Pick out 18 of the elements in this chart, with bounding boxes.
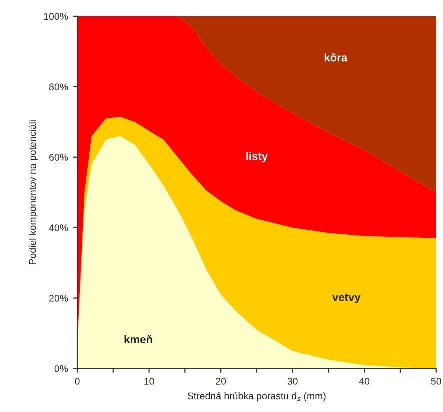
y-tick-label: 60% <box>50 154 68 161</box>
y-tick-label: 20% <box>50 295 68 302</box>
x-tick-label: 10 <box>144 378 154 385</box>
x-axis-title: Stredná hrúbka porastu d$_{s}$ (mm) <box>188 392 326 402</box>
x-tick-label: 20 <box>216 378 226 385</box>
series-label: kôra <box>324 53 348 62</box>
series-label: kmeň <box>124 335 152 344</box>
y-tick-label: 80% <box>49 84 68 91</box>
y-tick-label: 40% <box>49 224 68 232</box>
series-label: vetvy <box>332 294 361 304</box>
series-label: listy <box>246 152 268 163</box>
y-axis-title: Podiel komponentov na potenciáli <box>28 120 38 265</box>
x-tick-label: 30 <box>288 378 298 385</box>
y-tick-label: 0% <box>54 365 68 372</box>
x-tick-label: 0 <box>75 378 80 385</box>
x-tick-label: 50 <box>431 378 442 385</box>
y-tick-label: 100% <box>44 13 68 20</box>
x-tick-label: 40 <box>359 378 370 385</box>
